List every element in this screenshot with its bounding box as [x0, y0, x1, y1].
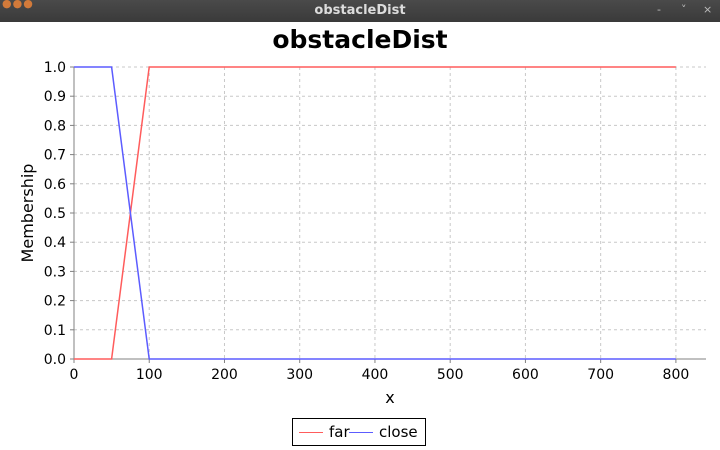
x-tick-label: 200: [211, 367, 238, 383]
legend-swatch-close: [349, 432, 373, 433]
title-bar: ●●● obstacleDist - ˅ ×: [0, 0, 720, 22]
y-axis-label: Membership: [18, 164, 37, 263]
y-tick-label: 0.3: [44, 264, 66, 280]
x-tick-label: 500: [437, 367, 464, 383]
restore-icon[interactable]: ˅: [681, 3, 687, 16]
y-tick-label: 0.5: [44, 206, 66, 222]
y-tick-label: 0.4: [44, 235, 66, 251]
y-tick-label: 0.9: [44, 89, 66, 105]
y-tick-label: 0.6: [44, 177, 66, 193]
y-tick-label: 0.2: [44, 294, 66, 310]
y-tick-label: 1.0: [44, 60, 66, 76]
legend-label-close: close: [379, 423, 418, 441]
x-tick-label: 600: [512, 367, 539, 383]
series-line-close: [74, 66, 676, 360]
x-tick-label: 0: [70, 367, 79, 383]
y-tick-label: 0.8: [44, 118, 66, 134]
x-axis-label: x: [385, 388, 394, 407]
legend-swatch-far: [299, 432, 323, 433]
x-tick-label: 700: [587, 367, 614, 383]
y-tick-label: 0.0: [44, 352, 66, 368]
legend-label-far: far: [329, 423, 350, 441]
app-menu-icon[interactable]: ●●●: [2, 0, 34, 10]
chart-title: obstacleDist: [272, 25, 447, 54]
x-tick-label: 100: [136, 367, 163, 383]
y-tick-label: 0.7: [44, 148, 66, 164]
legend: far close: [292, 418, 426, 446]
y-tick-label: 0.1: [44, 323, 66, 339]
plot-area: [74, 67, 706, 359]
window-title: obstacleDist: [314, 3, 406, 18]
x-tick-label: 400: [362, 367, 389, 383]
x-tick-label: 300: [286, 367, 313, 383]
minimize-icon[interactable]: -: [657, 3, 661, 16]
close-icon[interactable]: ×: [703, 3, 713, 16]
x-tick-label: 800: [663, 367, 690, 383]
membership-chart: obstacleDist 0 100 200 300 400 500 600 700 800 0.…: [18, 25, 706, 407]
